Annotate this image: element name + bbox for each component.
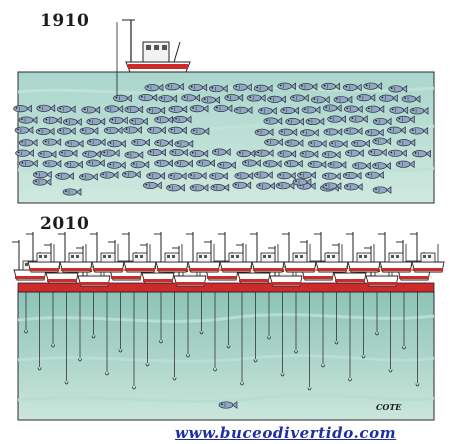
fishing-boat-icon — [89, 231, 125, 273]
fishing-boat-icon — [121, 231, 157, 273]
panel-1910 — [13, 19, 435, 204]
fishing-boat-icon — [313, 231, 349, 273]
artist-signature: COTE — [376, 402, 402, 412]
website-watermark: www.buceodivertido.com — [175, 424, 397, 442]
fishing-boat-icon — [153, 231, 189, 273]
year-label-2010: 2010 — [40, 214, 90, 234]
fishing-boat-icon — [115, 19, 191, 101]
year-label-1910: 1910 — [40, 11, 90, 31]
fishing-boat-icon — [57, 231, 93, 273]
fishing-boat-icon — [217, 231, 253, 273]
fishing-boat-icon — [185, 231, 221, 273]
sea-1910 — [17, 71, 435, 204]
fishing-lines — [24, 292, 420, 391]
fishing-boat-icon — [25, 231, 61, 273]
fishing-boat-icon — [377, 231, 413, 273]
fishing-boat-icon — [249, 231, 285, 273]
fishing-boat-icon — [409, 231, 445, 273]
fishing-fleet-icon — [11, 231, 445, 293]
panel-2010 — [11, 231, 445, 421]
fishing-boat-icon — [281, 231, 317, 273]
fishing-boat-icon — [345, 231, 381, 273]
